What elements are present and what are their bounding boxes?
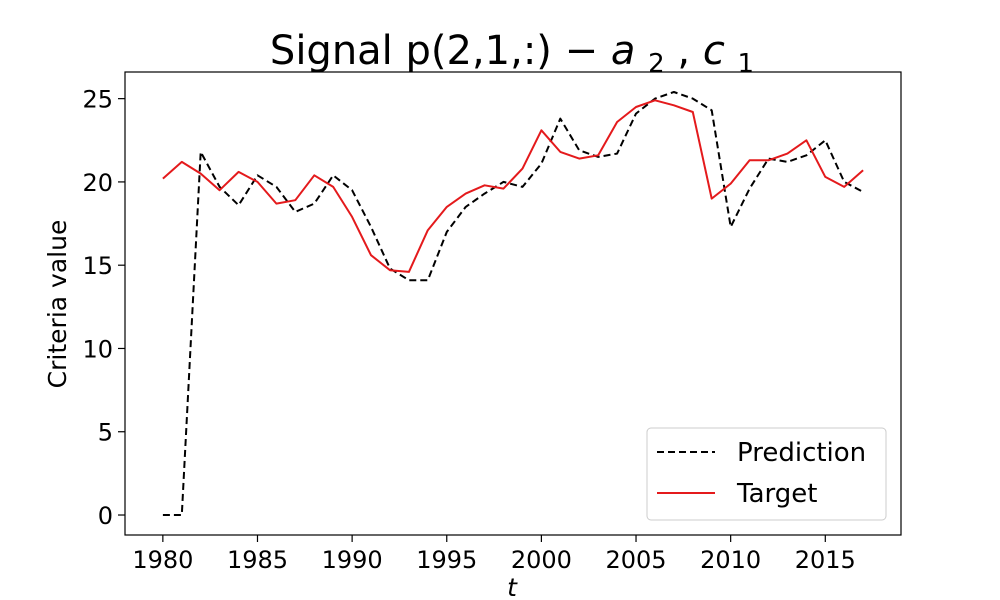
x-tick-label: 2015 bbox=[795, 546, 856, 574]
title-math-c-sub: 1 bbox=[738, 49, 755, 79]
legend: Prediction Target bbox=[646, 427, 887, 521]
series-line-prediction bbox=[162, 91, 864, 516]
title-math-sep: , bbox=[677, 28, 702, 74]
y-tick-label: 15 bbox=[82, 252, 113, 280]
x-tick-label: 2000 bbox=[511, 546, 572, 574]
y-tick-label: 0 bbox=[98, 502, 113, 530]
x-axis-label: t bbox=[507, 573, 518, 600]
title-math-c: c bbox=[703, 28, 725, 74]
y-tick-label: 5 bbox=[98, 419, 113, 447]
y-tick-label: 25 bbox=[82, 86, 113, 114]
series-layer bbox=[162, 91, 864, 516]
y-axis-label: Criteria value bbox=[43, 220, 72, 389]
legend-label-target: Target bbox=[736, 479, 817, 509]
x-axis-ticks: 1980 1985 1990 1995 2000 2005 2010 2015 bbox=[132, 535, 856, 574]
x-tick-label: 2005 bbox=[605, 546, 666, 574]
title-math-a-sub: 2 bbox=[648, 49, 665, 79]
x-tick-label: 2010 bbox=[700, 546, 761, 574]
series-line-target bbox=[162, 99, 864, 273]
x-tick-label: 1995 bbox=[416, 546, 477, 574]
x-tick-label: 1985 bbox=[227, 546, 288, 574]
x-tick-label: 1980 bbox=[132, 546, 193, 574]
chart-title: Signal p(2,1,:) − a 2 , c 1 bbox=[270, 28, 754, 82]
chart-title-text: Signal p(2,1,:) − bbox=[270, 28, 598, 74]
y-axis-ticks: 0 5 10 15 20 25 bbox=[82, 86, 125, 530]
title-math-a: a bbox=[611, 28, 636, 74]
y-tick-label: 10 bbox=[82, 335, 113, 363]
x-tick-label: 1990 bbox=[322, 546, 383, 574]
plot-frame bbox=[124, 71, 902, 536]
y-tick-label: 20 bbox=[82, 169, 113, 197]
legend-label-prediction: Prediction bbox=[737, 438, 866, 468]
